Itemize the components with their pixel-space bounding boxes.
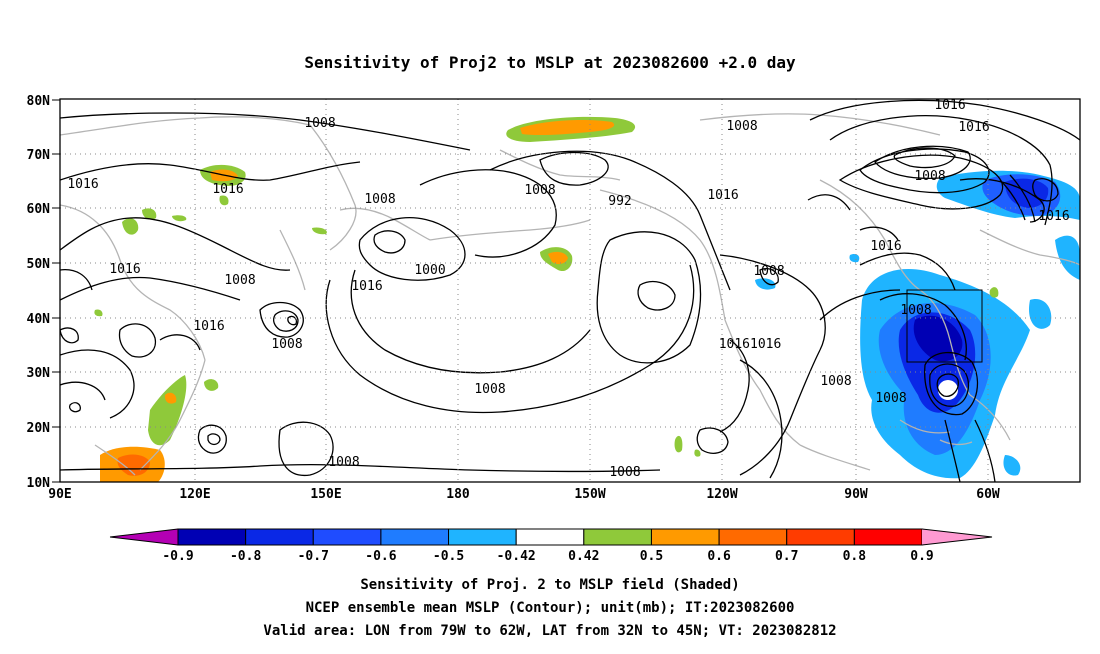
colorbar-end-left [110,529,178,545]
contour-label: 1008 [271,337,302,352]
colorbar-outline [109,528,993,546]
colorbar-tick-label: -0.42 [497,549,536,564]
lon-tick-label: 60W [976,487,1000,502]
colorbar-end-right [922,529,992,545]
colorbar-tick-label: -0.8 [230,549,261,564]
colorbar-cell [380,528,450,546]
colorbar-cell [312,528,382,546]
colorbar-tick-label: 0.5 [640,549,663,564]
contour-label: 1000 [414,263,445,278]
colorbar-cell [786,528,855,546]
colorbar-cell [515,528,585,546]
contour-label: 1008 [820,374,851,389]
colorbar-tick-label: 0.9 [910,549,933,564]
shade-deep-orange-southasia [117,454,150,476]
lon-tick-label: 150E [310,487,341,502]
map-frame [59,98,1081,483]
colorbar-tick-label: 0.42 [568,549,599,564]
shade-dark-blue-atlantic [913,315,963,362]
colorbar-tick-label: 0.7 [775,549,798,564]
colorbar-tick-label: 0.8 [843,549,867,564]
contour-label: 1008 [474,382,505,397]
colorbar-cell [853,528,923,546]
contour-label: 1016 [212,182,243,197]
lat-tick-label: 80N [27,94,51,109]
figure-title: Sensitivity of Proj2 to MSLP at 20230826… [304,53,796,72]
colorbar: -0.9 -0.8 -0.7 -0.6 -0.5 -0.42 0.42 0.5 0.6 0.7 0.… [109,528,993,564]
colorbar-cell [177,528,247,546]
shade-orange-arctic [520,120,615,136]
lat-tick-label: 70N [27,148,51,163]
lon-tick-label: 90E [48,487,71,502]
contour-label: 1016 [870,239,901,254]
contour-label: 992 [608,194,631,209]
lon-tick-label: 180 [446,487,470,502]
colorbar-cell [448,528,517,546]
contour-label: 1008 [726,119,757,134]
colorbar-cell [650,528,720,546]
colorbar-tick-label: -0.5 [433,549,464,564]
contour-label: 1008 [914,169,945,184]
colorbar-tick-label: -0.7 [298,549,329,564]
lon-tick-label: 120E [179,487,210,502]
contour-label: 1016 [109,262,140,277]
contour-label: 1016 [67,177,98,192]
shade-orange-scatter [164,392,177,404]
shade-orange-pacific [548,251,568,265]
colorbar-cell [245,528,314,546]
lat-tick-label: 40N [27,312,51,327]
longitude-axis: 90E 120E 150E 180 150W 120W 90W 60W [48,487,1000,502]
contour-label: 1008 [753,264,784,279]
lat-tick-label: 20N [27,421,51,436]
lon-tick-label: 120W [706,487,737,502]
contour-label: 1016 [1038,209,1069,224]
shade-white-core [938,380,958,400]
lat-tick-label: 30N [27,366,51,381]
contour-label: 1008 [609,465,640,480]
graticule [60,99,1080,482]
contour-label: 1008 [875,391,906,406]
contour-label: 1016 [707,188,738,203]
contour-label: 1016 [958,120,989,135]
contour-label: 1008 [328,455,359,470]
caption-line-3: Valid area: LON from 79W to 62W, LAT fro… [263,623,836,639]
colorbar-tick-label: -0.9 [162,549,193,564]
contour-label: 1008 [900,303,931,318]
contour-label: 10161016 [719,337,782,352]
caption-line-1: Sensitivity of Proj. 2 to MSLP field (Sh… [360,577,739,593]
latitude-axis: 80N 70N 60N 50N 40N 30N 20N 10N [27,94,60,491]
contour-label: 1008 [224,273,255,288]
colorbar-cell [583,528,652,546]
lon-tick-label: 150W [574,487,605,502]
lat-tick-label: 50N [27,257,51,272]
contour-label: 1008 [304,116,335,131]
contour-label: 1008 [524,183,555,198]
contour-label: 1008 [364,192,395,207]
colorbar-tick-label: 0.6 [707,549,731,564]
colorbar-tick-label: -0.6 [365,549,396,564]
caption-line-2: NCEP ensemble mean MSLP (Contour); unit(… [306,600,795,616]
contour-label: 1016 [351,279,382,294]
lat-tick-label: 60N [27,202,51,217]
contour-label: 1016 [193,319,224,334]
lat-tick-label: 10N [27,476,51,491]
valid-area-box [906,289,983,363]
mslp-contours [60,99,1080,482]
contour-label: 1016 [934,98,965,113]
colorbar-cell [718,528,788,546]
lon-tick-label: 90W [844,487,868,502]
